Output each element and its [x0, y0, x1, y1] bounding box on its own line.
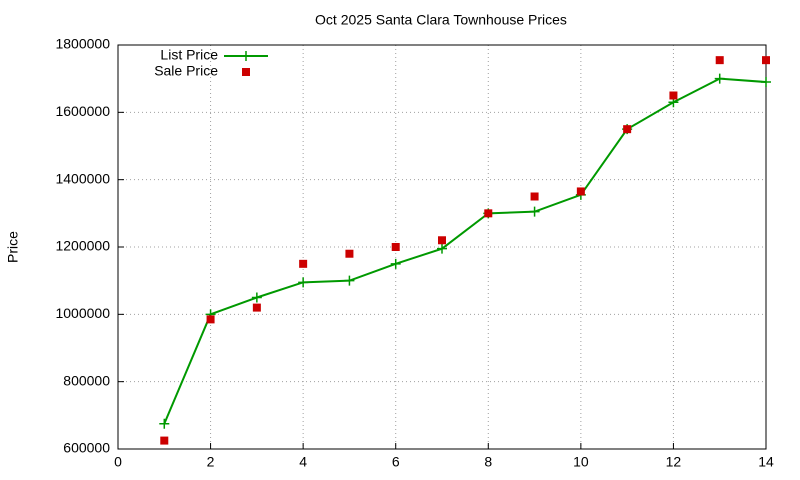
point-marker [761, 77, 771, 88]
y-tick-label: 1400000 [55, 170, 110, 186]
legend-label: List Price [160, 47, 218, 63]
point-marker [298, 277, 309, 288]
legend-label: Sale Price [154, 63, 218, 79]
y-tick-label: 1000000 [55, 305, 110, 321]
point-marker [762, 56, 770, 65]
point-marker [390, 258, 401, 269]
point-marker [623, 125, 632, 134]
point-marker [391, 243, 400, 251]
y-tick-label: 1600000 [55, 103, 110, 119]
legend-marker [242, 68, 250, 76]
x-tick-label: 4 [299, 454, 307, 470]
x-tick-label: 14 [758, 454, 774, 470]
point-marker [530, 192, 539, 201]
legend-marker [241, 51, 251, 61]
y-tick-label: 800000 [63, 372, 110, 388]
point-marker [252, 303, 261, 312]
plot-frame [117, 44, 767, 450]
series-line [163, 77, 767, 425]
x-tick-label: 0 [114, 454, 122, 470]
x-tick-label: 6 [392, 454, 400, 470]
point-marker [669, 91, 678, 100]
x-tick-label: 2 [207, 454, 215, 470]
point-marker [437, 243, 447, 254]
y-tick-label: 1800000 [55, 36, 110, 52]
point-marker [251, 292, 262, 303]
y-tick-label: 1200000 [55, 238, 110, 254]
x-tick-label: 12 [666, 454, 682, 470]
x-tick-label: 8 [484, 454, 492, 470]
point-marker [438, 236, 446, 245]
point-marker [206, 315, 215, 324]
y-axis-label: Price [5, 231, 21, 263]
point-marker [299, 259, 308, 268]
point-marker [159, 418, 170, 429]
point-marker [160, 436, 169, 445]
point-marker [576, 187, 585, 196]
point-marker [715, 56, 724, 65]
y-tick-label: 600000 [63, 440, 110, 456]
x-tick-label: 10 [573, 454, 589, 470]
point-marker [484, 209, 493, 218]
point-marker [529, 206, 540, 217]
chart-title: Oct 2025 Santa Clara Townhouse Prices [315, 12, 567, 28]
point-marker [344, 275, 355, 286]
point-marker [345, 249, 354, 258]
point-marker [714, 73, 725, 84]
